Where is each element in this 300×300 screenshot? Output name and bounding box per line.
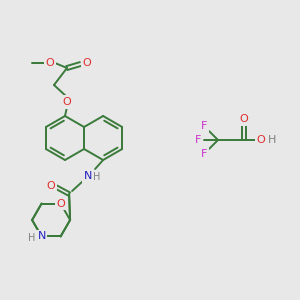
Text: O: O [240, 114, 248, 124]
Text: O: O [63, 97, 71, 107]
Text: O: O [82, 58, 91, 68]
Text: F: F [201, 121, 207, 131]
Text: N: N [38, 232, 46, 242]
Text: O: O [256, 135, 266, 145]
Text: N: N [84, 171, 92, 181]
Text: O: O [56, 199, 65, 208]
Text: H: H [28, 233, 35, 244]
Text: O: O [46, 58, 54, 68]
Text: H: H [268, 135, 276, 145]
Text: F: F [195, 135, 201, 145]
Text: O: O [47, 181, 56, 191]
Text: F: F [201, 149, 207, 159]
Text: H: H [93, 172, 101, 182]
